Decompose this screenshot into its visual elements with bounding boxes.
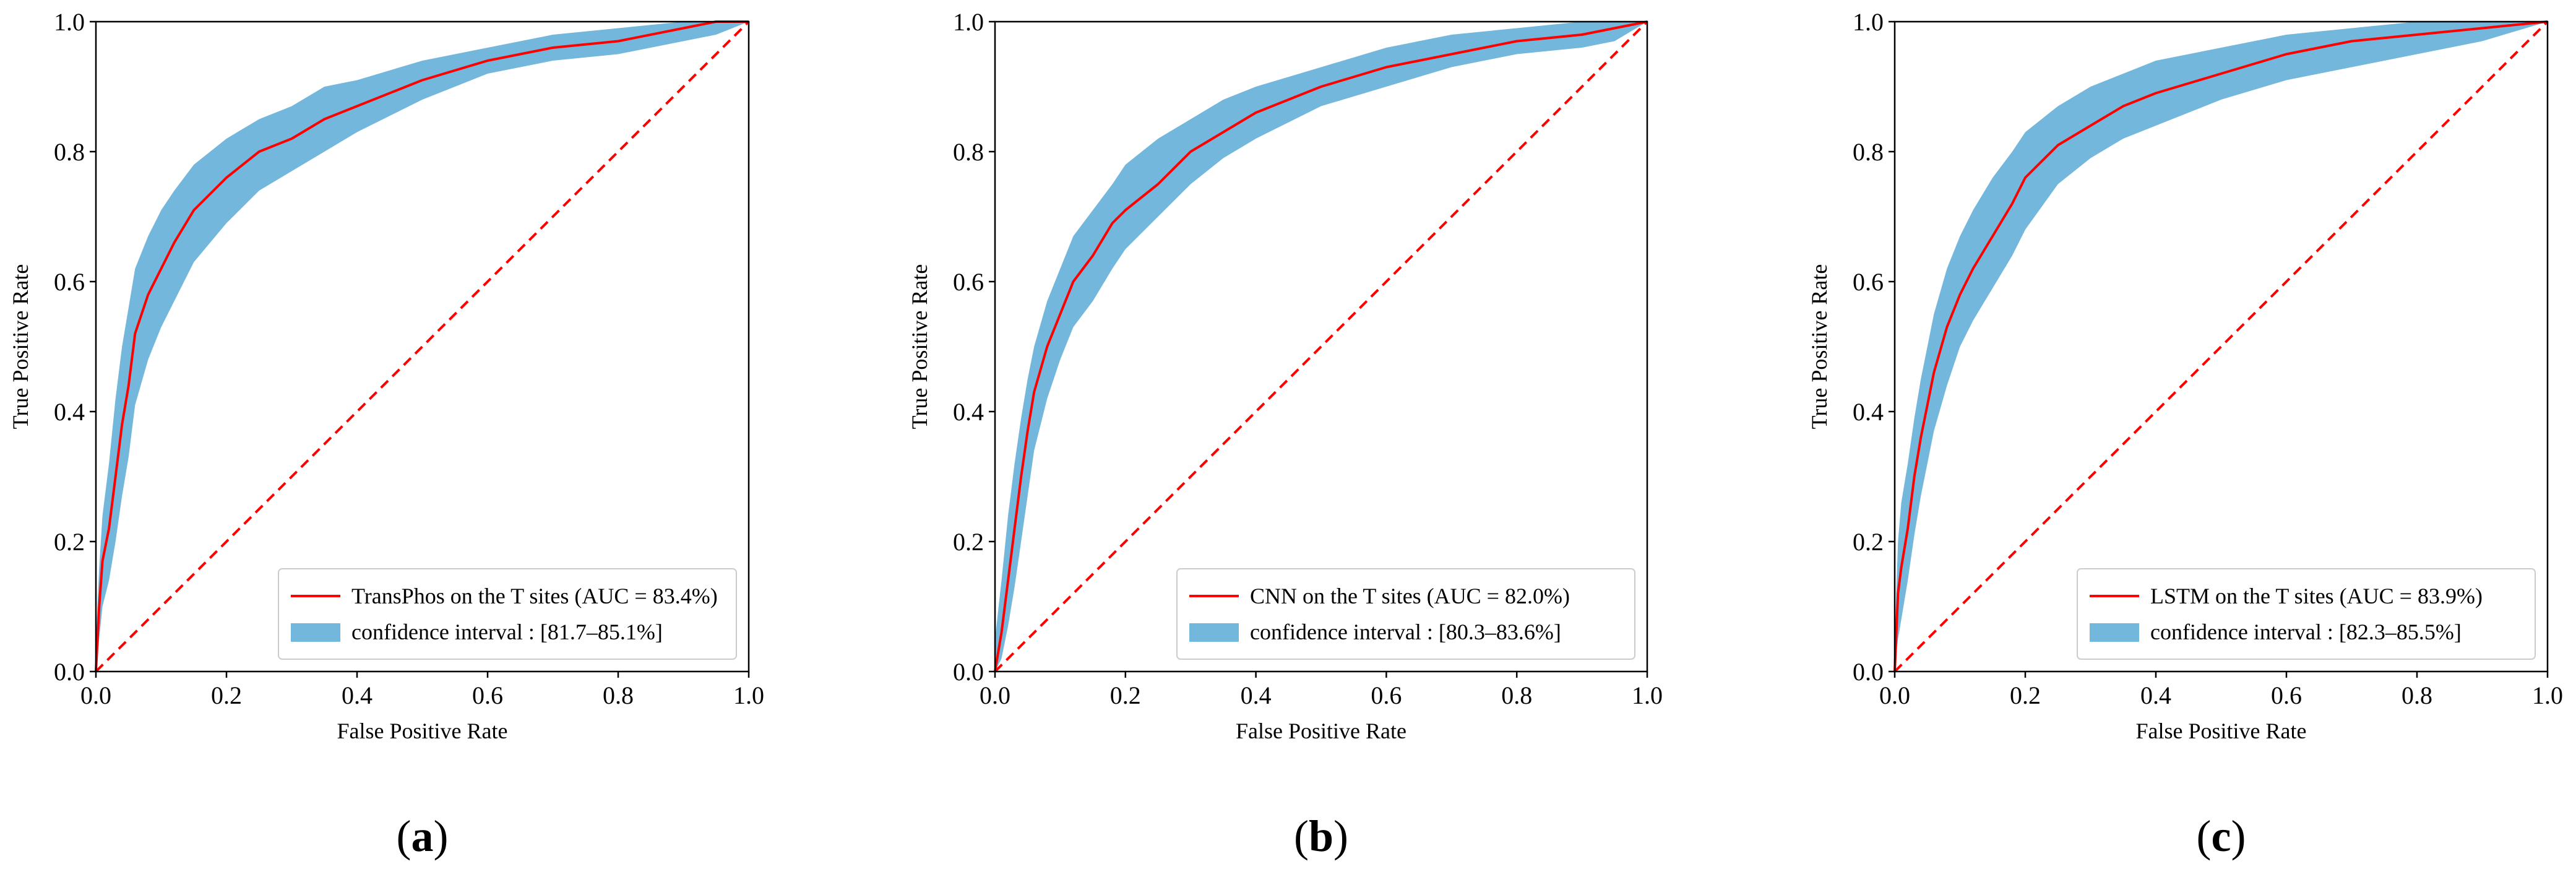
x-tick-label: 1.0 <box>2532 681 2563 709</box>
legend-band-swatch <box>1189 623 1239 642</box>
roc-curve <box>994 20 1648 672</box>
roc-panel-b: 0.0 0.2 0.4 0.6 0.8 1.0 0.0 0.2 0.4 0.6 0.8 1.0 Fals… <box>907 8 1663 861</box>
x-tick-label: 0.2 <box>1110 681 1141 709</box>
y-tick-label: 0.0 <box>54 658 85 686</box>
x-tick-label: 0.0 <box>80 681 111 709</box>
roc-curve <box>1893 20 2548 672</box>
y-tick-label: 0.4 <box>1853 398 1884 426</box>
roc-panel-a: 0.0 0.2 0.4 0.6 0.8 1.0 0.0 0.2 0.4 0.6 0.8 1.0 Fals… <box>8 8 764 861</box>
panel-label: (b) <box>1294 811 1348 861</box>
diagonal-reference-line <box>994 20 1648 673</box>
x-tick-label: 0.8 <box>2402 681 2432 709</box>
x-tick-label: 1.0 <box>1632 681 1663 709</box>
x-tick-label: 0.6 <box>1371 681 1402 709</box>
y-tick-label: 0.0 <box>1853 658 1884 686</box>
y-tick-label: 0.4 <box>953 398 984 426</box>
y-tick-label: 1.0 <box>54 8 85 36</box>
roc-curve <box>95 20 749 672</box>
panel-label: (a) <box>397 811 449 861</box>
y-tick-label: 0.2 <box>953 528 984 556</box>
confidence-band <box>1895 22 2548 672</box>
diagonal-reference-line <box>95 20 750 673</box>
x-tick-label: 0.6 <box>2271 681 2302 709</box>
y-tick-label: 0.0 <box>953 658 984 686</box>
x-tick-label: 0.4 <box>2140 681 2171 709</box>
x-tick-label: 0.2 <box>2010 681 2041 709</box>
legend-roc-label: CNN on the T sites (AUC = 82.0%) <box>1250 584 1570 608</box>
axes-frame <box>95 20 750 673</box>
x-tick-label: 0.0 <box>1879 681 1910 709</box>
confidence-band <box>96 22 749 672</box>
panel-label: (c) <box>2197 811 2246 861</box>
legend-band-label: confidence interval : [82.3–85.5%] <box>2150 620 2462 644</box>
y-tick-label: 1.0 <box>953 8 984 36</box>
legend: CNN on the T sites (AUC = 82.0%) confiden… <box>1176 568 1635 660</box>
legend: LSTM on the T sites (AUC = 83.9%) confide… <box>2077 568 2536 660</box>
y-tick-label: 0.8 <box>54 138 85 166</box>
diagonal-reference-line <box>1893 20 2549 673</box>
x-tick-label: 0.6 <box>472 681 503 709</box>
legend-band-swatch <box>291 623 340 642</box>
legend-band-label: confidence interval : [80.3–83.6%] <box>1250 620 1561 644</box>
axes-frame <box>994 20 1648 673</box>
x-axis-title: False Positive Rate <box>1236 719 1406 743</box>
legend-band-label: confidence interval : [81.7–85.1%] <box>351 620 663 644</box>
y-tick-label: 0.6 <box>1853 268 1884 296</box>
legend: TransPhos on the T sites (AUC = 83.4%) co… <box>278 568 737 660</box>
legend-roc-label: LSTM on the T sites (AUC = 83.9%) <box>2150 584 2483 608</box>
x-tick-label: 0.2 <box>211 681 242 709</box>
y-axis-title: True Positive Rate <box>8 264 33 430</box>
x-axis-title: False Positive Rate <box>337 719 508 743</box>
x-tick-label: 0.8 <box>603 681 634 709</box>
axes-frame <box>1893 20 2549 673</box>
x-axis-title: False Positive Rate <box>2136 719 2307 743</box>
x-tick-label: 1.0 <box>733 681 764 709</box>
y-tick-label: 0.4 <box>54 398 85 426</box>
y-axis-title: True Positive Rate <box>907 264 932 430</box>
y-tick-label: 0.2 <box>1853 528 1884 556</box>
x-tick-label: 0.0 <box>980 681 1010 709</box>
x-tick-label: 0.4 <box>1241 681 1272 709</box>
legend-roc-label: TransPhos on the T sites (AUC = 83.4%) <box>351 584 718 608</box>
y-tick-label: 0.2 <box>54 528 85 556</box>
legend-box <box>1176 568 1635 660</box>
legend-box <box>2077 568 2536 660</box>
y-axis-title: True Positive Rate <box>1807 264 1832 430</box>
legend-band-swatch <box>2090 623 2139 642</box>
y-tick-label: 0.6 <box>54 268 85 296</box>
x-tick-label: 0.8 <box>1501 681 1532 709</box>
x-tick-label: 0.4 <box>342 681 373 709</box>
roc-panel-c: 0.0 0.2 0.4 0.6 0.8 1.0 0.0 0.2 0.4 0.6 0.8 1.0 Fals… <box>1807 8 2563 861</box>
y-tick-label: 1.0 <box>1853 8 1884 36</box>
y-tick-label: 0.6 <box>953 268 984 296</box>
legend-box <box>278 568 737 660</box>
y-tick-label: 0.8 <box>953 138 984 166</box>
y-tick-label: 0.8 <box>1853 138 1884 166</box>
